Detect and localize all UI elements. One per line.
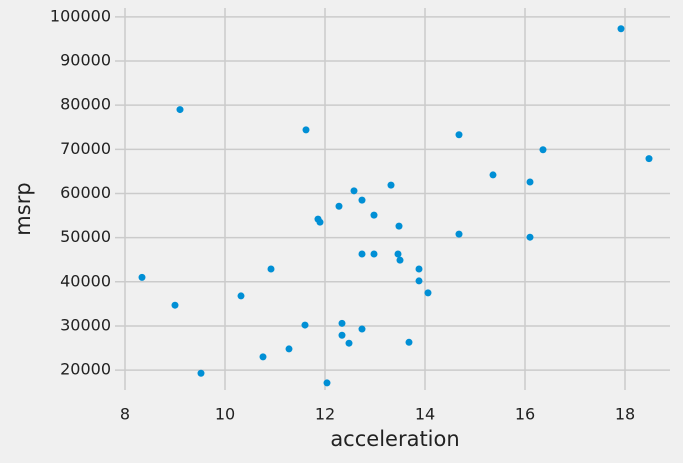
x-tick-label: 12 — [315, 405, 335, 424]
point — [370, 211, 378, 219]
point — [526, 178, 534, 186]
y-tick-label: 20000 — [60, 360, 111, 379]
point — [259, 353, 267, 361]
y-tick-label: 70000 — [60, 139, 111, 158]
point — [358, 325, 366, 333]
point — [237, 292, 245, 300]
y-axis-label: msrp — [11, 182, 35, 235]
point — [350, 187, 358, 195]
point — [489, 171, 497, 179]
x-tick-label: 14 — [415, 405, 435, 424]
y-tick-label: 30000 — [60, 315, 111, 334]
point — [358, 250, 366, 258]
grid — [115, 8, 670, 390]
x-tick-label: 18 — [615, 405, 635, 424]
point — [316, 218, 324, 226]
point — [301, 321, 309, 329]
y-tick-label: 50000 — [60, 227, 111, 246]
point — [302, 126, 310, 134]
points — [138, 25, 653, 387]
y-tick-label: 40000 — [60, 271, 111, 290]
point — [395, 222, 403, 230]
point — [335, 202, 343, 210]
point — [645, 155, 653, 163]
point — [358, 196, 366, 204]
point — [338, 331, 346, 339]
x-tick-label: 8 — [120, 405, 130, 424]
x-tick-label: 10 — [215, 405, 235, 424]
point — [424, 289, 432, 297]
point — [617, 25, 625, 33]
x-tick-label: 16 — [515, 405, 535, 424]
point — [394, 250, 402, 258]
y-tick-label: 90000 — [60, 50, 111, 69]
point — [539, 146, 547, 154]
point — [455, 230, 463, 238]
point — [176, 106, 184, 114]
point — [387, 181, 395, 189]
point — [345, 339, 353, 347]
point — [526, 233, 534, 241]
point — [138, 273, 146, 281]
y-tick-label: 60000 — [60, 183, 111, 202]
point — [197, 369, 205, 377]
x-axis-label: acceleration — [330, 427, 459, 451]
point — [455, 131, 463, 139]
point — [171, 301, 179, 309]
point — [370, 250, 378, 258]
point — [285, 345, 293, 353]
point — [396, 256, 404, 264]
point — [267, 265, 275, 273]
point — [415, 265, 423, 273]
y-tick-label: 80000 — [60, 95, 111, 114]
point — [405, 338, 413, 346]
point — [323, 379, 331, 387]
point — [338, 319, 346, 327]
y-tick-label: 100000 — [50, 6, 111, 25]
point — [415, 277, 423, 285]
